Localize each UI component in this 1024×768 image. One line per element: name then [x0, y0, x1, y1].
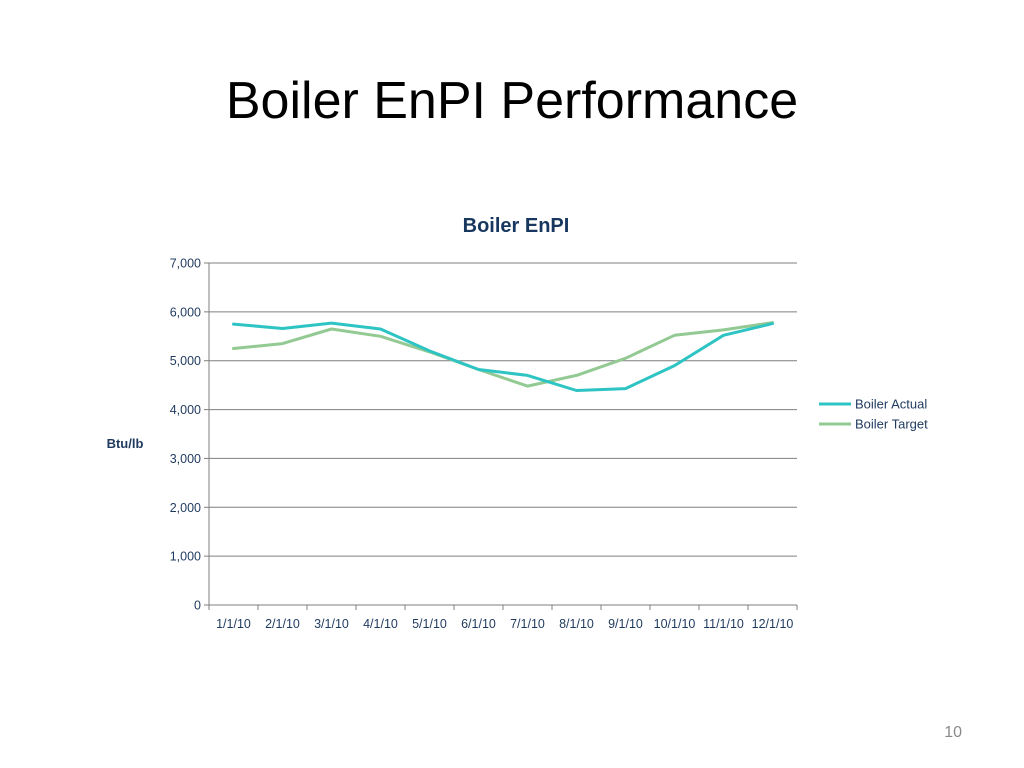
gridlines: [209, 262, 797, 557]
x-tick-label: 12/1/10: [752, 617, 794, 631]
x-tick-label: 8/1/10: [559, 617, 594, 631]
x-tick-label: 6/1/10: [461, 617, 496, 631]
x-tick-label: 1/1/10: [216, 617, 251, 631]
x-tick-label: 4/1/10: [363, 617, 398, 631]
slide-number: 10: [944, 724, 962, 741]
legend: Boiler Actual Boiler Target: [819, 397, 928, 432]
slide-title: Boiler EnPI Performance: [225, 72, 799, 130]
y-tick-label: 0: [194, 599, 201, 613]
series-line-boiler-target: [232, 321, 774, 388]
x-tick-label: 11/1/10: [703, 617, 744, 631]
y-tick-label: 7,000: [170, 257, 201, 271]
x-tick-label: 9/1/10: [608, 617, 643, 631]
x-tick-label: 2/1/10: [265, 617, 300, 631]
axes: [208, 263, 797, 606]
x-axis-ticks: 1/1/10 2/1/10 3/1/10 4/1/10 5/1/10 6/1/10 7/1/…: [208, 605, 798, 631]
legend-label: Boiler Target: [855, 417, 928, 432]
y-tick-label: 3,000: [170, 452, 201, 466]
y-tick-label: 6,000: [170, 305, 201, 319]
y-axis-ticks: 0 1,000 2,000 3,000 4,000 5,000 6,000 7,000: [170, 257, 209, 613]
x-tick-label: 10/1/10: [654, 617, 696, 631]
y-tick-label: 1,000: [170, 550, 201, 564]
series-lines: [232, 321, 774, 392]
x-tick-label: 3/1/10: [314, 617, 349, 631]
chart-title: Boiler EnPI: [463, 215, 570, 237]
y-tick-label: 5,000: [170, 354, 201, 368]
y-tick-label: 2,000: [170, 501, 201, 515]
x-tick-label: 7/1/10: [510, 617, 545, 631]
series-line-boiler-actual: [232, 321, 774, 392]
x-tick-label: 5/1/10: [412, 617, 447, 631]
y-axis-title: Btu/lb: [107, 436, 144, 451]
legend-label: Boiler Actual: [855, 397, 927, 412]
y-tick-label: 4,000: [170, 403, 201, 417]
